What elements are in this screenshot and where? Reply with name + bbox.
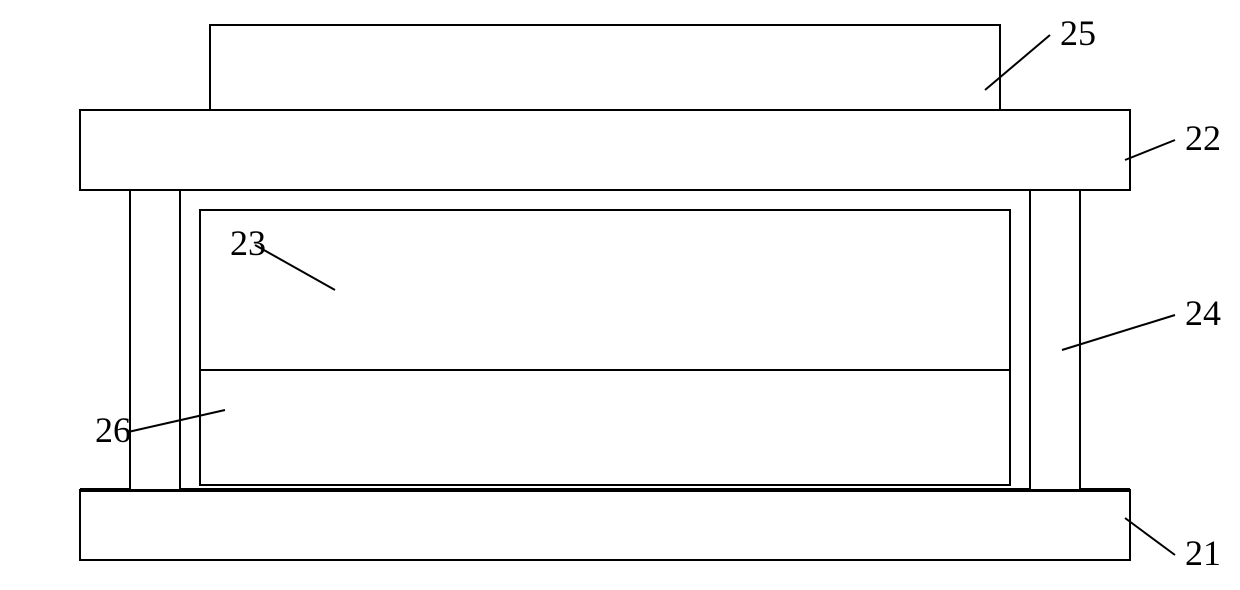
part-25-top-cap bbox=[210, 25, 1000, 110]
label-l26: 26 bbox=[95, 410, 131, 450]
label-l22: 22 bbox=[1185, 118, 1221, 158]
leader-l22 bbox=[1125, 140, 1175, 160]
part-24-left-post bbox=[130, 190, 180, 490]
label-l21: 21 bbox=[1185, 533, 1221, 573]
part-22-upper-slab bbox=[80, 110, 1130, 190]
label-l25: 25 bbox=[1060, 13, 1096, 53]
part-21-base bbox=[80, 490, 1130, 560]
leader-l21 bbox=[1125, 518, 1175, 555]
label-l23: 23 bbox=[230, 223, 266, 263]
part-26-inner-lower bbox=[200, 370, 1010, 485]
label-l24: 24 bbox=[1185, 293, 1221, 333]
part-24-right-post bbox=[1030, 190, 1080, 490]
part-23-inner-upper bbox=[200, 210, 1010, 370]
